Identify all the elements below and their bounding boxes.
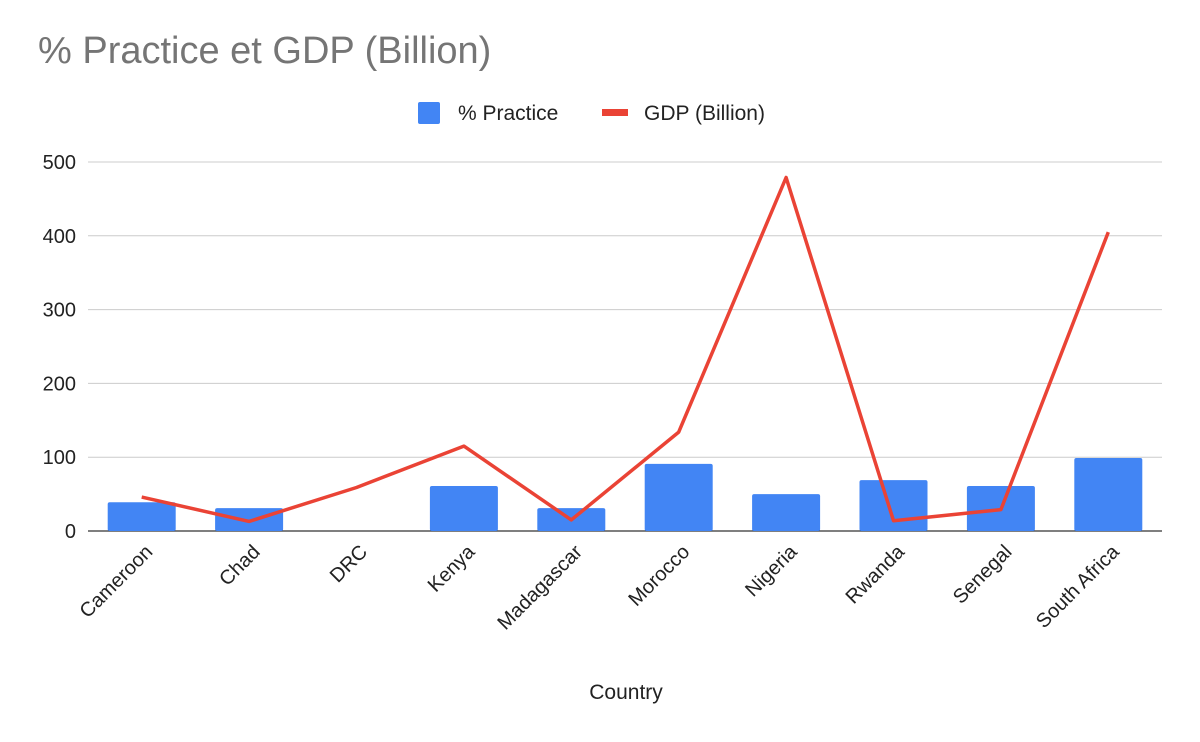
x-tick-label: Nigeria (741, 540, 802, 601)
y-tick-label: 100 (43, 447, 76, 469)
bar (215, 508, 284, 531)
legend-label-gdp: GDP (Billion) (644, 102, 765, 125)
legend-swatch-gdp (602, 109, 628, 116)
x-axis-label: Country (589, 681, 663, 704)
legend-swatch-practice (418, 102, 440, 124)
x-tick-label: Rwanda (842, 540, 910, 608)
y-axis-ticks: 0 100 200 300 400 500 (43, 152, 76, 543)
bar (752, 494, 821, 531)
bar-series (107, 457, 1143, 531)
bar (107, 502, 176, 531)
bar (644, 463, 713, 531)
gdp-line (141, 175, 1110, 524)
x-tick-label: Senegal (949, 541, 1016, 608)
x-tick-label: Kenya (424, 540, 480, 596)
bar (859, 480, 928, 531)
x-tick-label: Chad (215, 541, 264, 590)
x-tick-label: DRC (326, 541, 372, 587)
x-tick-label: Madagascar (493, 541, 587, 635)
legend-label-practice: % Practice (458, 102, 558, 125)
x-tick-label: Cameroon (76, 541, 158, 623)
y-tick-label: 500 (43, 152, 76, 174)
y-tick-label: 400 (43, 226, 76, 248)
y-tick-label: 200 (43, 373, 76, 395)
bar (429, 485, 498, 531)
y-tick-label: 300 (43, 300, 76, 322)
x-axis-ticks: Cameroon Chad DRC Kenya Madagascar Morocco Nig… (76, 540, 1125, 634)
x-tick-label: South Africa (1032, 540, 1124, 632)
x-tick-label: Morocco (624, 541, 694, 611)
legend: % Practice GDP (Billion) (418, 102, 765, 125)
bar (1074, 457, 1143, 531)
chart-title: % Practice et GDP (Billion) (38, 30, 492, 72)
line-series (141, 175, 1110, 524)
y-tick-label: 0 (65, 521, 76, 543)
